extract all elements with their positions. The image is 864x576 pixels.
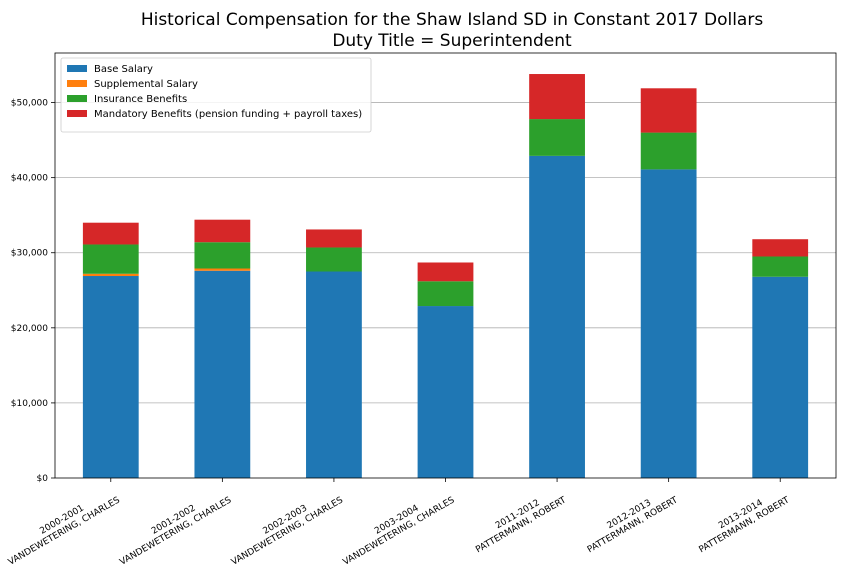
bar-segment bbox=[82, 273, 139, 277]
bar-segment bbox=[752, 276, 809, 478]
x-tick-label-name: VANDEWETERING, CHARLES bbox=[230, 495, 345, 567]
bar-segment bbox=[529, 119, 585, 156]
bar-segment bbox=[306, 247, 362, 272]
bar-segment bbox=[82, 276, 139, 478]
legend: Base Salary Supplemental Salary Insurance … bbox=[60, 57, 372, 133]
legend-label: Base Salary bbox=[94, 64, 153, 75]
x-tick-label-name: PATTERMANN, ROBERT bbox=[474, 495, 568, 555]
legend-label: Insurance Benefits bbox=[94, 94, 187, 105]
y-tick-label: $30,000 bbox=[11, 249, 48, 259]
x-tick-label-name: PATTERMANN, ROBERT bbox=[586, 495, 680, 555]
bar-segment bbox=[82, 244, 139, 274]
bar-segment bbox=[752, 239, 809, 257]
legend-label: Supplemental Salary bbox=[94, 79, 198, 90]
chart-title: Historical Compensation for the Shaw Isl… bbox=[141, 10, 764, 30]
plot-frame bbox=[54, 52, 837, 479]
x-tick-label-name: VANDEWETERING, CHARLES bbox=[7, 495, 122, 567]
bar-segment bbox=[417, 262, 474, 282]
bars bbox=[82, 74, 809, 478]
bar-segment bbox=[194, 268, 251, 271]
bar-segment bbox=[194, 270, 251, 478]
bar-segment bbox=[640, 169, 697, 478]
y-tick-label: $40,000 bbox=[11, 174, 48, 184]
x-tick-label-name: VANDEWETERING, CHARLES bbox=[341, 495, 456, 567]
bar-segment bbox=[194, 219, 251, 243]
legend-label: Mandatory Benefits (pension funding + pa… bbox=[94, 109, 362, 120]
bar-segment bbox=[417, 306, 474, 478]
bar-segment bbox=[306, 229, 362, 248]
bar-segment bbox=[194, 242, 251, 269]
bar-segment bbox=[752, 256, 809, 277]
bar-segment bbox=[306, 271, 362, 478]
bar-segment bbox=[640, 132, 697, 170]
chart-subtitle: Duty Title = Superintendent bbox=[332, 31, 572, 51]
legend-box bbox=[60, 57, 372, 133]
bar-segment bbox=[82, 222, 139, 245]
y-tick-label: $10,000 bbox=[11, 399, 48, 409]
legend-swatch bbox=[67, 80, 87, 87]
bar-segment bbox=[640, 88, 697, 133]
bar-segment bbox=[529, 74, 585, 120]
legend-swatch bbox=[67, 95, 87, 102]
y-tick-label: $0 bbox=[37, 474, 49, 484]
legend-swatch bbox=[67, 110, 87, 117]
x-tick-label-name: VANDEWETERING, CHARLES bbox=[118, 495, 233, 567]
y-tick-label: $20,000 bbox=[11, 324, 48, 334]
y-tick-label: $50,000 bbox=[11, 99, 48, 109]
x-tick-label-name: PATTERMANN, ROBERT bbox=[697, 495, 791, 555]
bar-segment bbox=[417, 281, 474, 307]
bar-segment bbox=[529, 155, 585, 478]
legend-swatch bbox=[67, 65, 87, 72]
